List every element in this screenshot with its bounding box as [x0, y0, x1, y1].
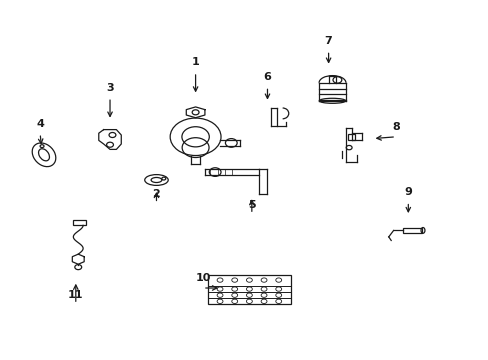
Text: 2: 2 — [152, 189, 160, 199]
Text: 11: 11 — [68, 289, 83, 300]
Bar — [207, 275, 290, 304]
Text: 3: 3 — [106, 82, 114, 93]
Text: 9: 9 — [404, 187, 411, 197]
Bar — [403, 228, 421, 233]
Text: 10: 10 — [195, 273, 210, 283]
Polygon shape — [186, 107, 204, 118]
Polygon shape — [99, 130, 121, 149]
Text: 6: 6 — [263, 72, 271, 82]
Text: 5: 5 — [247, 199, 255, 210]
Text: 4: 4 — [36, 118, 44, 129]
Text: 7: 7 — [324, 36, 332, 46]
Polygon shape — [72, 254, 84, 264]
Bar — [347, 134, 354, 140]
Text: 8: 8 — [391, 122, 399, 132]
Text: 1: 1 — [191, 57, 199, 67]
Bar — [73, 220, 85, 225]
